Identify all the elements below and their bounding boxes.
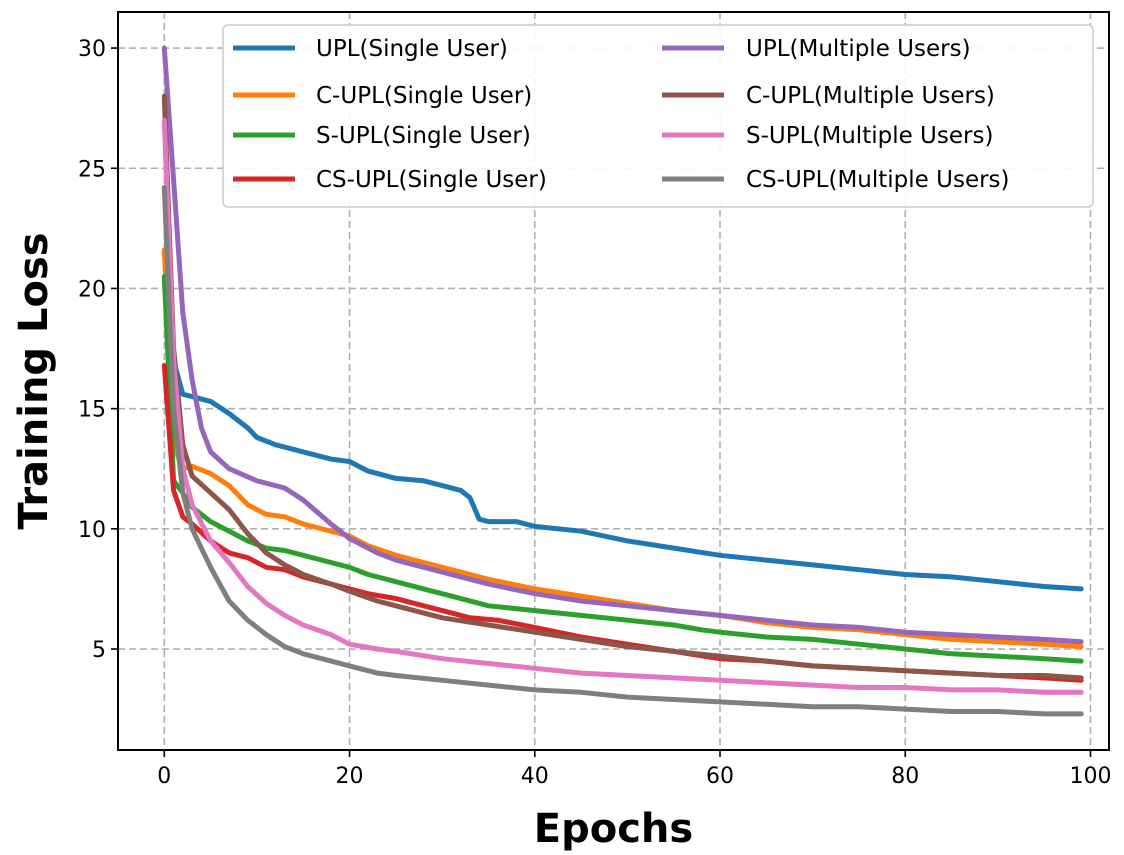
y-tick-label: 15 [78, 398, 106, 423]
legend: UPL(Single User) C-UPL(Single User) S-UPL(… [222, 24, 1094, 208]
y-tick-label: 20 [78, 277, 106, 302]
legend-label: UPL(Multiple Users) [746, 36, 971, 62]
legend-label: CS-UPL(Multiple Users) [746, 167, 1010, 193]
legend-label: C-UPL(Single User) [316, 83, 532, 109]
y-tick-label: 30 [78, 37, 106, 62]
legend-label: S-UPL(Single User) [316, 123, 531, 149]
series-line-7 [161, 117, 1084, 695]
series-line-3 [161, 273, 1084, 664]
series-line-1 [161, 249, 1084, 592]
series-line-2 [161, 247, 1084, 650]
x-tick-label: 20 [336, 764, 364, 789]
y-tick-label: 25 [78, 157, 106, 182]
series-lines [161, 45, 1084, 717]
x-tick-label: 40 [521, 764, 549, 789]
x-tick-label: 80 [891, 764, 919, 789]
series-line-8 [161, 185, 1084, 717]
legend-label: C-UPL(Multiple Users) [746, 83, 995, 109]
x-tick-label: 0 [157, 764, 171, 789]
y-tick-label: 10 [78, 518, 106, 543]
x-axis-title: Epochs [534, 806, 693, 852]
series-line-6 [161, 93, 1084, 681]
series-line-5 [161, 45, 1084, 645]
legend-label: CS-UPL(Single User) [316, 167, 547, 193]
y-axis-title: Training Loss [11, 232, 57, 529]
legend-label: UPL(Single User) [316, 36, 508, 62]
plot-area-frame [117, 11, 1110, 751]
legend-box [222, 24, 1094, 208]
y-tick-label: 5 [92, 638, 106, 663]
x-tick-label: 100 [1069, 764, 1111, 789]
axis-ticks: 0 20 40 60 80 100 5 10 15 20 25 30 [78, 37, 1111, 789]
legend-label: S-UPL(Multiple Users) [746, 123, 993, 149]
x-tick-label: 60 [706, 764, 734, 789]
